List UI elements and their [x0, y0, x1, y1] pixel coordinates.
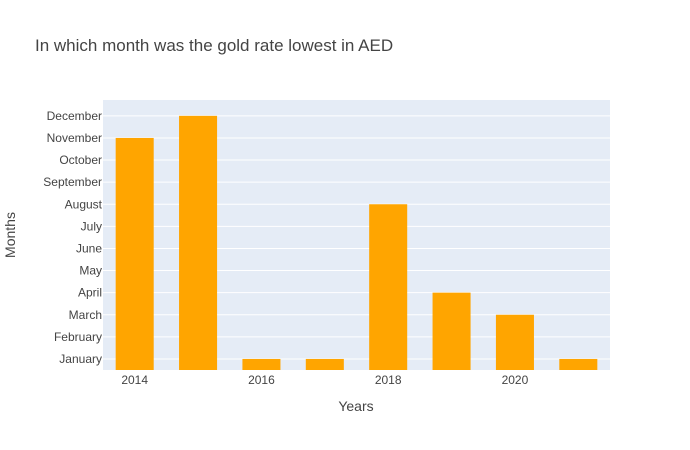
y-tick-label: January [59, 352, 102, 366]
x-tick-label: 2020 [502, 373, 529, 387]
bar [559, 358, 598, 370]
y-tick-label: October [59, 153, 102, 167]
y-tick-label: March [69, 308, 102, 322]
y-tick-label: June [76, 241, 102, 255]
x-axis-ticks: 2014 2016 2018 2020 [121, 373, 528, 387]
x-tick-label: 2016 [248, 373, 275, 387]
x-axis-title: Years [338, 398, 373, 414]
y-tick-label: November [47, 131, 102, 145]
bar [242, 358, 281, 370]
y-tick-label: December [47, 109, 102, 123]
y-tick-label: February [54, 330, 102, 344]
bar [495, 314, 534, 370]
y-tick-label: April [78, 286, 102, 300]
y-tick-label: August [65, 197, 103, 211]
bar [115, 137, 154, 370]
bars [115, 115, 598, 370]
bar [305, 358, 344, 370]
x-tick-label: 2014 [121, 373, 148, 387]
bar [179, 115, 218, 370]
y-axis-ticks: January February March April May June July Augu… [43, 109, 102, 366]
y-tick-label: September [43, 175, 102, 189]
y-tick-label: July [81, 219, 102, 233]
bar [432, 292, 471, 370]
bar [369, 204, 408, 370]
chart-title: In which month was the gold rate lowest … [35, 36, 393, 55]
x-tick-label: 2018 [375, 373, 402, 387]
y-axis-title: Months [2, 212, 18, 258]
y-tick-label: May [79, 264, 102, 278]
